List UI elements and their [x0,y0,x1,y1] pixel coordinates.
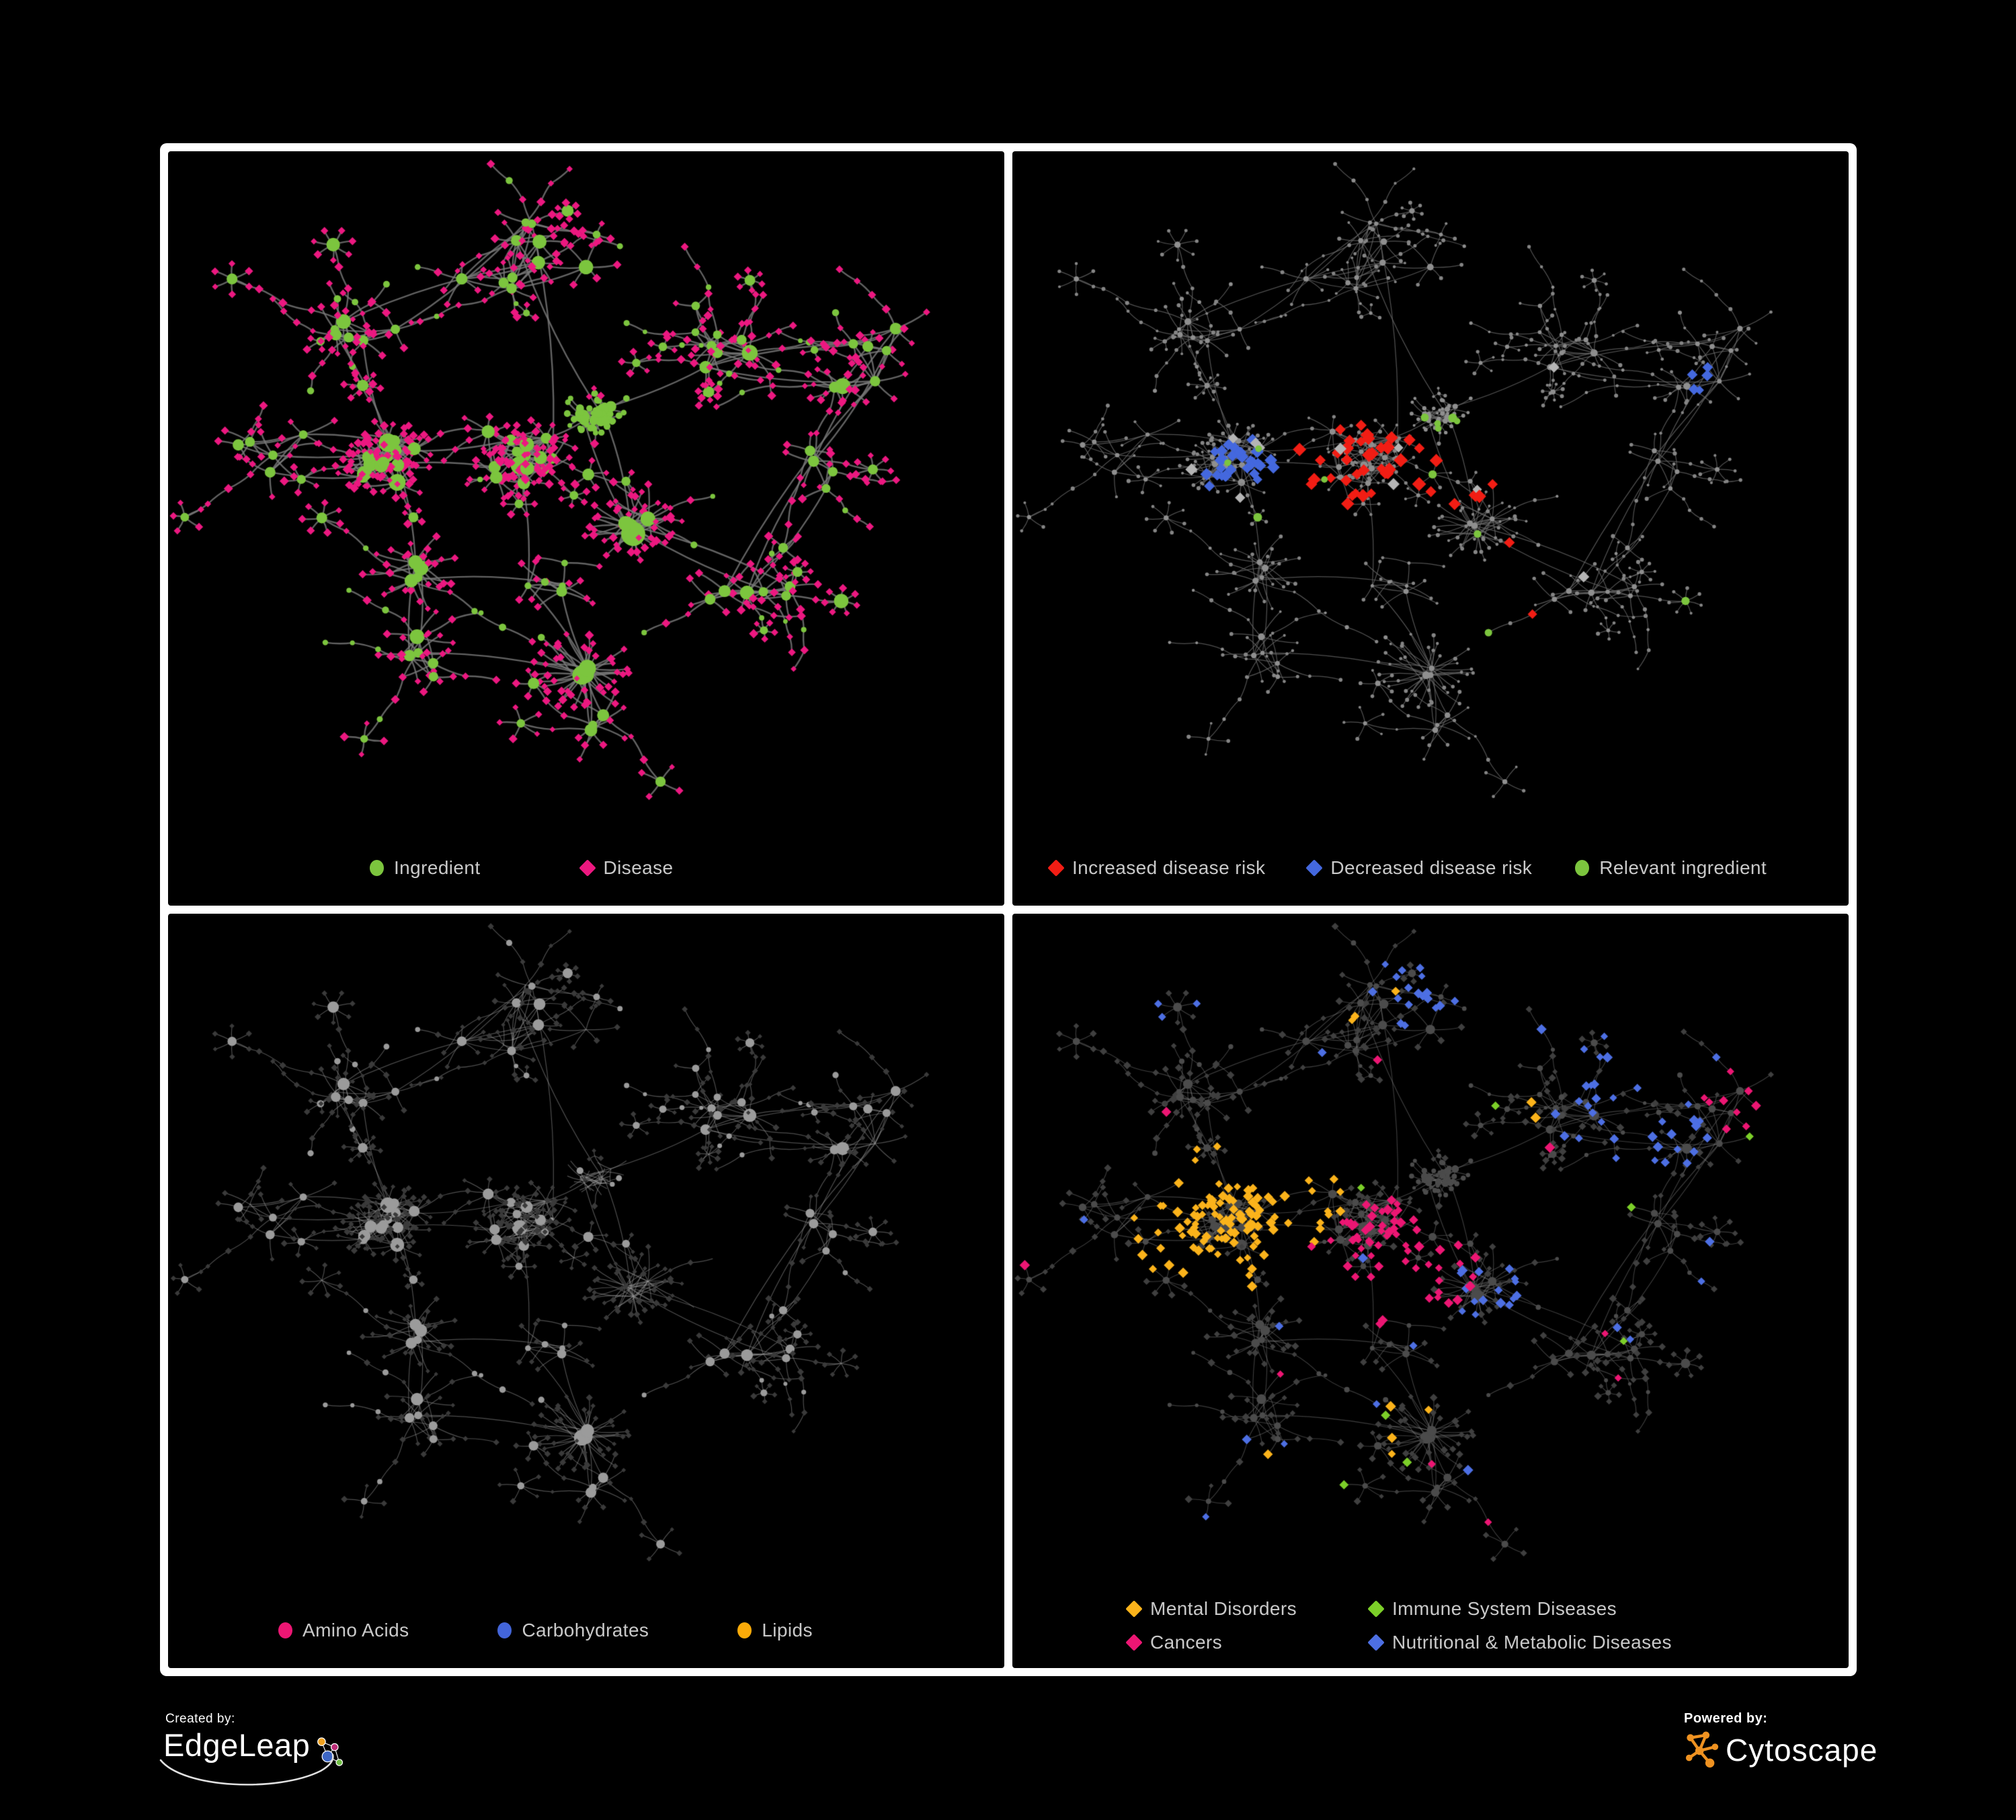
panel-grid: Ingredient Disease Increased disease ris… [160,143,1857,1676]
legend-item: Amino Acids [278,1620,409,1641]
legend-marker-icon [1367,1634,1385,1651]
legend-item: Increased disease risk [1047,857,1266,879]
network-canvas-disease-risk [1012,151,1849,906]
legend-item-label: Cancers [1150,1632,1223,1653]
legend-item: Immune System Diseases [1367,1598,1672,1620]
legend-item-label: Ingredient [394,857,481,878]
legend-item: Nutritional & Metabolic Diseases [1367,1632,1672,1653]
legend-marker-icon [370,860,384,876]
edgeleap-wordmark: EdgeLeap [163,1727,311,1763]
legend-item-label: Decreased disease risk [1330,857,1533,878]
legend-item: Relevant ingredient [1575,857,1767,879]
legend-item: Carbohydrates [497,1620,649,1641]
legend-disease-categories: Mental Disorders Immune System Diseases … [1012,1598,1849,1653]
legend-item: Ingredient [370,857,481,879]
legend-disease-risk: Increased disease risk Decreased disease… [1012,857,1849,879]
legend-item-label: Lipids [762,1620,813,1640]
legend-item-label: Increased disease risk [1072,857,1266,878]
legend-item: Cancers [1125,1632,1370,1653]
powered-by-label: Powered by: [1684,1711,1768,1726]
legend-marker-icon [1367,1600,1385,1618]
legend-marker-icon [1305,859,1324,877]
legend-item-label: Amino Acids [303,1620,409,1640]
legend-marker-icon [1125,1634,1143,1651]
network-canvas-ingredient-disease [168,151,1004,906]
legend-marker-icon [1047,859,1065,877]
legend-item-label: Disease [603,857,674,878]
legend-ingredient-categories: Amino Acids Carbohydrates Lipids [168,1620,1004,1641]
legend-item-label: Nutritional & Metabolic Diseases [1392,1632,1672,1653]
legend-ingredient-disease: Ingredient Disease [168,857,1004,879]
legend-marker-icon [1575,860,1590,876]
network-canvas-ingredient-categories [168,914,1004,1668]
panel-disease-risk: Increased disease risk Decreased disease… [1012,151,1849,906]
legend-marker-icon [278,1622,292,1638]
legend-item: Lipids [737,1620,813,1641]
legend-item: Decreased disease risk [1305,857,1533,879]
legend-item: Disease [578,857,674,879]
legend-marker-icon [497,1622,512,1638]
network-canvas-disease-categories [1012,914,1849,1668]
legend-item-label: Immune System Diseases [1392,1598,1617,1619]
panel-disease-categories: Mental Disorders Immune System Diseases … [1012,914,1849,1668]
legend-item: Mental Disorders [1125,1598,1370,1620]
legend-marker-icon [737,1622,752,1638]
cytoscape-wordmark: Cytoscape [1726,1733,1878,1768]
edgeleap-logo-icon [317,1737,344,1766]
legend-marker-icon [1125,1600,1143,1618]
legend-marker-icon [578,859,596,877]
cytoscape-attribution: Powered by: Cytoscape [1684,1711,1878,1770]
panel-ingredient-disease: Ingredient Disease [168,151,1004,906]
legend-item-label: Carbohydrates [522,1620,649,1640]
cytoscape-logo-icon [1685,1731,1719,1768]
panel-ingredient-categories: Amino Acids Carbohydrates Lipids [168,914,1004,1668]
created-by-label: Created by: [165,1712,235,1726]
legend-item-label: Mental Disorders [1150,1598,1297,1619]
edgeleap-attribution: Created by: EdgeLeap [159,1712,345,1792]
legend-item-label: Relevant ingredient [1599,857,1767,878]
